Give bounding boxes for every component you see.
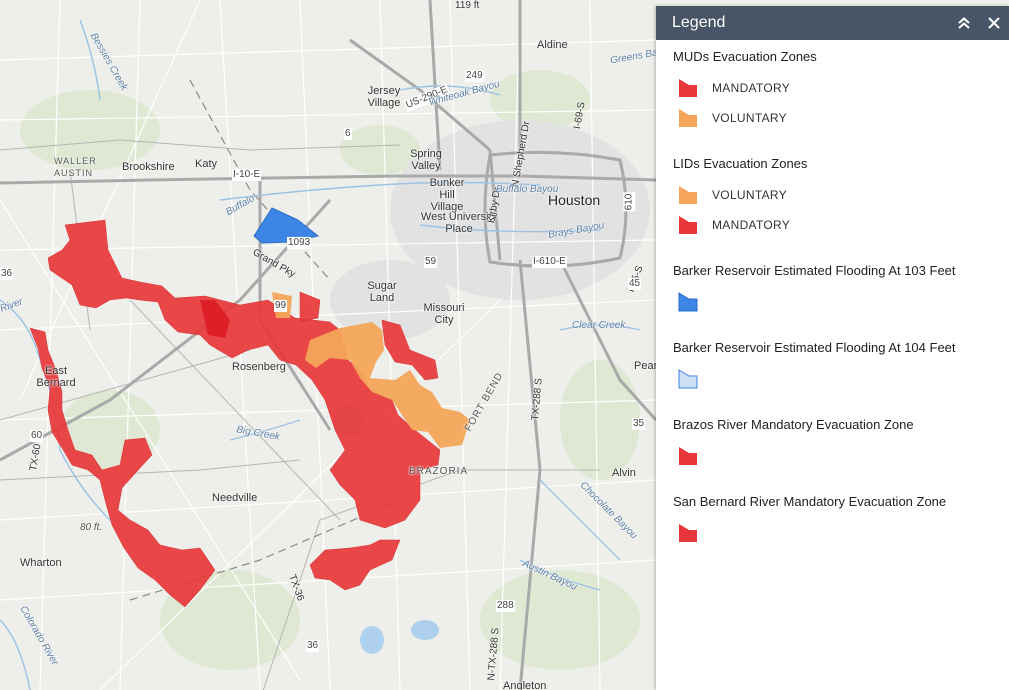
place-wharton: Wharton bbox=[20, 557, 62, 569]
road-6: 6 bbox=[344, 128, 352, 140]
county-brazoria: BRAZORIA bbox=[409, 466, 469, 477]
place-alvin: Alvin bbox=[612, 467, 636, 479]
place-pearland: Pear bbox=[634, 360, 656, 372]
legend-item: VOLUNTARY bbox=[673, 180, 992, 210]
legend-swatch-icon bbox=[679, 216, 697, 234]
legend-layer-title: MUDs Evacuation Zones bbox=[673, 49, 817, 64]
road-35: 35 bbox=[632, 418, 646, 430]
mandatory-core bbox=[200, 300, 230, 338]
road-36: 36 bbox=[0, 268, 14, 280]
basemap[interactable] bbox=[0, 0, 656, 690]
legend-swatch-icon bbox=[679, 109, 697, 127]
place-west-university: West University Place bbox=[420, 211, 498, 235]
legend-layer-title: Barker Reservoir Estimated Flooding At 1… bbox=[673, 263, 956, 278]
county-line bbox=[189, 79, 331, 281]
double-chevron-up-icon[interactable] bbox=[955, 14, 973, 32]
road-60: 60 bbox=[30, 430, 44, 442]
legend-title: Legend bbox=[672, 14, 726, 31]
place-katy: Katy bbox=[195, 158, 218, 170]
place-sugar-land: Sugar Land bbox=[367, 280, 397, 304]
brazos-mandatory-zone[interactable] bbox=[47, 219, 441, 591]
legend-layer: Barker Reservoir Estimated Flooding At 1… bbox=[673, 262, 992, 317]
place-angleton: Angleton bbox=[503, 680, 547, 690]
road-1093: 1093 bbox=[287, 237, 312, 249]
legend-item bbox=[673, 518, 992, 548]
legend-layer: San Bernard River Mandatory Evacuation Z… bbox=[673, 493, 992, 548]
legend-item bbox=[673, 364, 992, 394]
legend-item-label: MANDATORY bbox=[712, 81, 791, 95]
legend-layer: LIDs Evacuation Zones VOLUNTARY MANDATORY bbox=[673, 155, 992, 240]
legend-layer-title: Barker Reservoir Estimated Flooding At 1… bbox=[673, 340, 956, 355]
road-36b: 36 bbox=[306, 640, 320, 652]
road-i610: I-610-E bbox=[532, 256, 567, 268]
place-bunker-hill: Bunker Hill Village bbox=[429, 177, 465, 213]
close-icon[interactable] bbox=[985, 14, 1003, 32]
road-288: 288 bbox=[496, 600, 515, 612]
legend-item-label: VOLUNTARY bbox=[712, 111, 787, 125]
road-610: 610 bbox=[623, 192, 636, 212]
legend-layer-title: San Bernard River Mandatory Evacuation Z… bbox=[673, 494, 947, 509]
highways bbox=[0, 0, 656, 690]
legend-item: VOLUNTARY bbox=[673, 103, 992, 133]
legend-layer-title: LIDs Evacuation Zones bbox=[673, 156, 808, 171]
legend-swatch-icon bbox=[679, 79, 697, 97]
legend-item bbox=[673, 287, 992, 317]
place-spring-valley: Spring Valley bbox=[410, 148, 442, 172]
legend-layer: Barker Reservoir Estimated Flooding At 1… bbox=[673, 339, 992, 394]
legend-swatch-icon bbox=[679, 447, 697, 465]
legend-item-label: MANDATORY bbox=[712, 218, 791, 232]
legend-item: MANDATORY bbox=[673, 73, 992, 103]
road-59: 59 bbox=[424, 256, 438, 268]
place-aldine: Aldine bbox=[537, 39, 568, 51]
road-99: 99 bbox=[274, 300, 288, 312]
place-jersey-village: Jersey Village bbox=[367, 85, 401, 109]
water-clear-creek: Clear Creek bbox=[572, 320, 626, 331]
legend-layer: Brazos River Mandatory Evacuation Zone bbox=[673, 416, 992, 471]
legend-layer-title: Brazos River Mandatory Evacuation Zone bbox=[673, 417, 914, 432]
road-119: 119 ft bbox=[455, 0, 480, 11]
elevation-label: 80 ft. bbox=[80, 522, 103, 533]
legend-body: MUDs Evacuation Zones MANDATORY VOLUNTARY L… bbox=[656, 40, 1009, 548]
legend-item: MANDATORY bbox=[673, 210, 992, 240]
i610-loop bbox=[483, 150, 628, 268]
legend-item bbox=[673, 441, 992, 471]
legend-swatch-icon bbox=[678, 292, 698, 312]
place-missouri-city: Missouri City bbox=[423, 302, 465, 326]
san-bernard-mandatory-zone[interactable] bbox=[29, 327, 216, 608]
legend-header: Legend bbox=[656, 6, 1009, 40]
water-buffalo: Buffalo Bayou bbox=[496, 184, 559, 195]
road-i10: I-10-E bbox=[232, 169, 262, 181]
map-view[interactable]: Aldine Jersey Village Brookshire Katy Sp… bbox=[0, 0, 656, 690]
place-needville: Needville bbox=[212, 492, 258, 504]
road-45: 45 bbox=[628, 278, 642, 290]
legend-swatch-icon bbox=[678, 369, 698, 389]
road-249: 249 bbox=[465, 70, 484, 82]
place-rosenberg: Rosenberg bbox=[232, 361, 286, 373]
place-east-bernard: East Bernard bbox=[36, 365, 76, 389]
place-houston: Houston bbox=[548, 192, 601, 208]
legend-swatch-icon bbox=[679, 524, 697, 542]
legend-layer: MUDs Evacuation Zones MANDATORY VOLUNTARY bbox=[673, 48, 992, 133]
place-brookshire: Brookshire bbox=[122, 161, 175, 173]
barker-flood-103ft[interactable] bbox=[253, 207, 320, 244]
legend-panel: Legend MUDs Evacuation Zones MANDATORY VOL… bbox=[656, 6, 1009, 690]
county-waller-austin: WALLER AUSTIN bbox=[54, 156, 97, 178]
legend-swatch-icon bbox=[679, 186, 697, 204]
legend-item-label: VOLUNTARY bbox=[712, 188, 787, 202]
